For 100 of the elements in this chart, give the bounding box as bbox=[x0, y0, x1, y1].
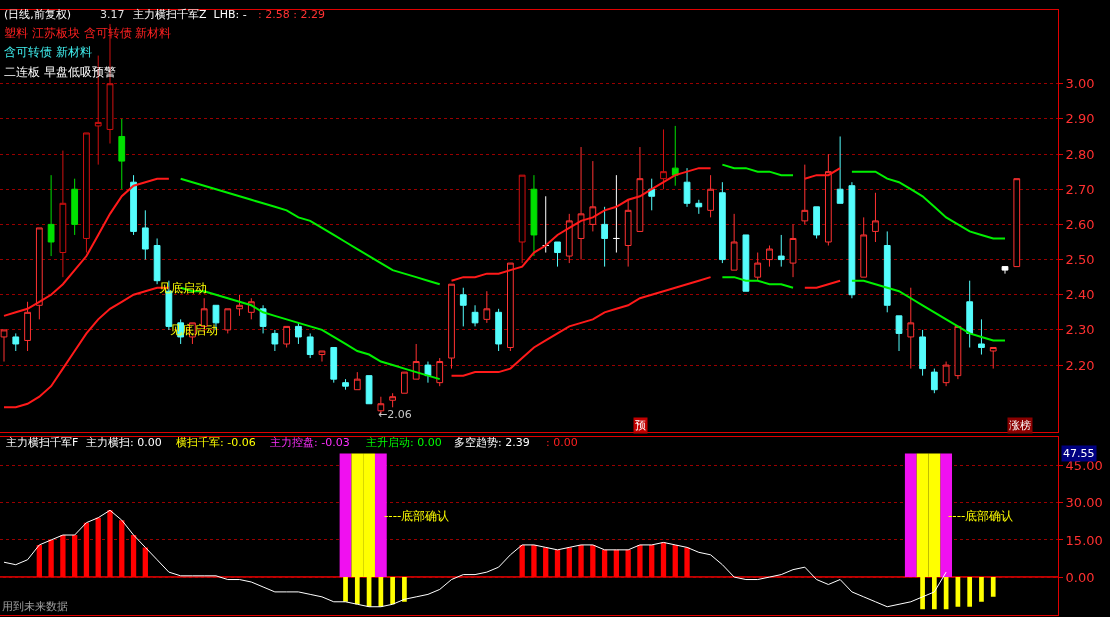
candlestick bbox=[295, 322, 302, 345]
candlestick bbox=[919, 329, 926, 377]
candlestick bbox=[330, 346, 338, 384]
candlestick bbox=[459, 287, 467, 327]
candlestick bbox=[83, 132, 90, 254]
candlestick bbox=[801, 164, 809, 225]
y-tick-label: 45.00 bbox=[1065, 458, 1103, 474]
candlestick bbox=[895, 315, 903, 352]
annotation: 涨榜 bbox=[1009, 419, 1031, 432]
bar bbox=[374, 453, 387, 578]
candlestick bbox=[436, 357, 444, 387]
annotation: 主力横扫千军Z LHB: - bbox=[133, 8, 247, 21]
annotation: 主力横扫: 0.00 bbox=[86, 436, 162, 449]
annotation: 主力控盘: -0.03 bbox=[270, 436, 350, 449]
bar bbox=[402, 577, 407, 602]
candlestick bbox=[47, 174, 55, 257]
y-tick-label: 2.40 bbox=[1065, 287, 1095, 303]
candlestick bbox=[224, 308, 232, 334]
candlestick bbox=[754, 252, 762, 282]
candlestick bbox=[365, 375, 373, 405]
annotation: (日线,前复权) bbox=[4, 8, 72, 21]
annotation: 多空趋势: 2.39 bbox=[454, 436, 530, 449]
candlestick bbox=[824, 153, 832, 246]
candlestick bbox=[636, 146, 644, 232]
candlestick bbox=[978, 318, 985, 356]
candlestick bbox=[59, 150, 67, 278]
candlestick bbox=[777, 234, 785, 268]
candlestick bbox=[836, 135, 844, 204]
candlestick bbox=[471, 304, 479, 327]
candlestick bbox=[601, 206, 608, 268]
y-tick-label: 2.60 bbox=[1065, 216, 1095, 232]
bar bbox=[940, 453, 953, 578]
candlestick bbox=[236, 294, 243, 317]
annotation: 塑料 江苏板块 含可转债 新材料 bbox=[4, 26, 172, 40]
candlestick bbox=[542, 195, 550, 254]
annotation: ←2.06 bbox=[378, 408, 412, 421]
bar bbox=[904, 453, 917, 578]
annotation: 主力横扫千军F bbox=[6, 436, 79, 449]
candlestick bbox=[130, 174, 137, 236]
candlestick bbox=[153, 237, 161, 285]
candlestick bbox=[907, 287, 915, 370]
candlestick bbox=[942, 361, 950, 387]
y-tick-label: 2.50 bbox=[1065, 252, 1095, 268]
candlestick bbox=[695, 199, 703, 215]
y-tick-label: 2.20 bbox=[1065, 357, 1095, 373]
candlestick bbox=[742, 234, 750, 292]
y-tick-label: 2.90 bbox=[1065, 111, 1095, 127]
candlestick bbox=[71, 178, 79, 236]
candlestick bbox=[283, 325, 291, 348]
candlestick bbox=[353, 371, 361, 391]
candlestick bbox=[306, 332, 314, 359]
bar bbox=[339, 453, 352, 578]
candlestick bbox=[507, 262, 514, 352]
bar bbox=[990, 577, 996, 597]
candlestick bbox=[483, 290, 491, 324]
candlestick bbox=[966, 280, 974, 348]
candlestick bbox=[660, 128, 667, 190]
candlestick bbox=[730, 213, 738, 271]
annotation: : 2.58 : 2.29 bbox=[258, 8, 325, 21]
candlestick bbox=[118, 118, 126, 190]
candlestick bbox=[412, 343, 420, 380]
candlestick bbox=[930, 368, 938, 394]
annotation: : 0.00 bbox=[546, 436, 578, 449]
candlestick bbox=[860, 216, 868, 278]
candlestick bbox=[141, 209, 149, 261]
candlestick bbox=[848, 181, 856, 299]
bar bbox=[967, 577, 973, 607]
candlestick bbox=[789, 223, 797, 278]
bar bbox=[390, 577, 395, 605]
candlestick bbox=[883, 230, 891, 313]
candlestick bbox=[448, 283, 455, 370]
y-tick-label: 30.00 bbox=[1065, 495, 1103, 511]
candlestick bbox=[813, 206, 820, 239]
candlestick bbox=[989, 346, 997, 370]
annotation: 预 bbox=[635, 419, 646, 432]
candlestick bbox=[12, 332, 20, 352]
annotation: 含可转债 新材料 bbox=[4, 45, 92, 59]
bar bbox=[979, 577, 984, 602]
candlestick bbox=[1013, 178, 1021, 268]
candlestick bbox=[342, 378, 349, 391]
annotation: 用到未来数据 bbox=[2, 600, 68, 613]
candlestick bbox=[389, 392, 397, 408]
annotation: 主升启动: 0.00 bbox=[366, 436, 442, 449]
candlestick bbox=[24, 301, 31, 352]
y-tick-label: 0.00 bbox=[1065, 569, 1095, 585]
y-tick-label: 15.00 bbox=[1065, 532, 1103, 548]
candlestick bbox=[495, 308, 502, 352]
candlestick bbox=[624, 199, 632, 268]
candlestick bbox=[577, 146, 585, 261]
candlestick bbox=[554, 241, 561, 268]
candlestick bbox=[318, 350, 326, 363]
bar bbox=[343, 577, 348, 602]
candlestick bbox=[718, 181, 726, 264]
candlestick bbox=[589, 160, 597, 232]
candlestick bbox=[671, 125, 679, 187]
candlestick bbox=[707, 174, 714, 218]
candlestick bbox=[565, 213, 573, 264]
candlestick bbox=[530, 174, 538, 257]
candlestick bbox=[683, 167, 691, 208]
candlestick bbox=[271, 329, 279, 352]
